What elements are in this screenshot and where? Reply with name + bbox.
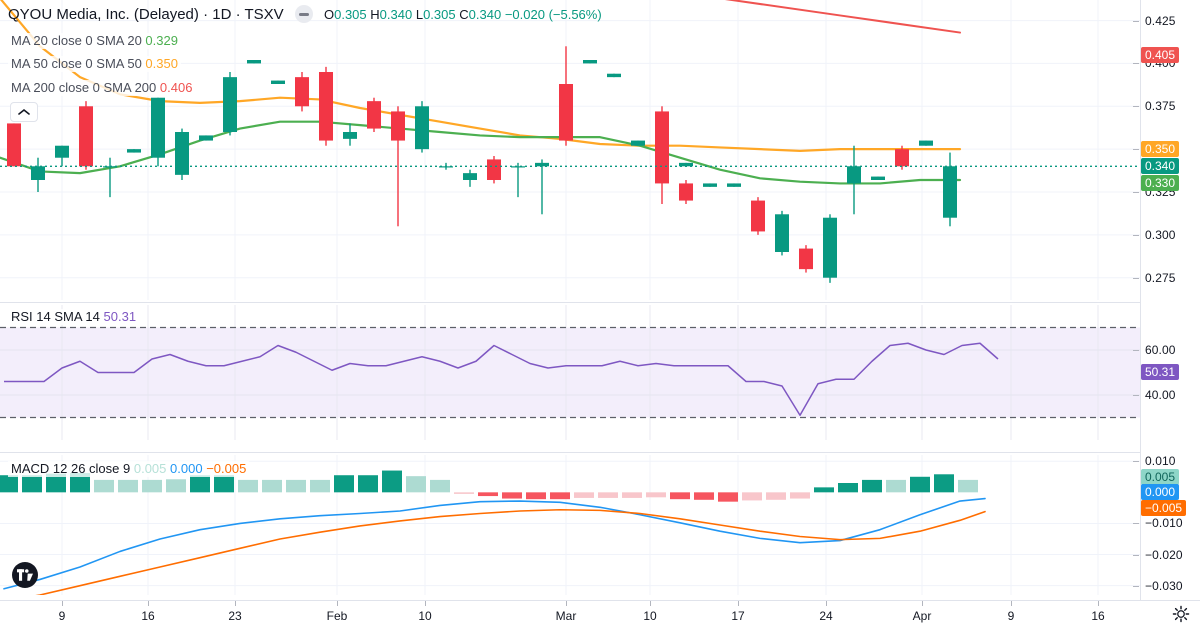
price-scale-label: 0.275 [1145,270,1176,285]
legend-ma200-title: MA 200 close 0 SMA 200 [11,80,157,95]
rsi-pane[interactable] [0,305,1140,440]
time-axis-label: 23 [228,609,242,623]
close-value: 0.340 [468,7,502,22]
scale-tick [1133,20,1139,22]
open-label: O [323,7,335,22]
time-axis-tick [922,601,923,606]
scale-tick [1133,192,1139,193]
time-axis-tick [235,601,236,606]
price-badge-last[interactable]: 0.340 [1141,158,1180,175]
time-axis-label: Mar [555,609,577,623]
low-label: L [415,7,424,22]
scale-tick [1133,106,1139,108]
scale-tick [1133,63,1139,65]
ohlc-values: O0.305 H0.340 L0.305 C0.340 −0.020 (−5.5… [324,7,602,22]
scale-tick [1133,554,1139,556]
close-label: C [459,7,469,22]
time-axis-tick [566,601,567,606]
time-axis-tick [1011,601,1012,606]
time-axis-tick [62,601,63,606]
chevron-up-icon [18,108,30,115]
time-axis-label: 16 [1091,609,1105,623]
legend-ma50[interactable]: MA 50 close 0 SMA 50 0.350 [8,56,181,72]
time-axis[interactable]: 9 16 23 Feb 10 Mar 10 17 24 Apr 9 16 [0,600,1200,630]
macd-scale-label: 0.010 [1145,454,1176,469]
legend-rsi-value: 50.31 [103,309,137,324]
scale-tick [1133,234,1139,236]
time-axis-label: Feb [326,609,348,623]
price-scale-label: 0.425 [1145,13,1176,28]
legend-macd-hist-value: 0.005 [133,461,167,476]
price-scale-label: 0.375 [1145,99,1176,114]
price-scale[interactable]: 0.4250.4000.3750.3500.3250.3000.2750.405… [1133,0,1200,600]
legend-macd-line-value: 0.000 [170,461,203,476]
time-axis-tick [826,601,827,606]
price-badge-ma200[interactable]: 0.405 [1141,46,1180,63]
legend-ma50-value: 0.350 [145,56,178,71]
legend-ma20-value: 0.329 [145,33,178,48]
price-pane[interactable] [0,0,1140,300]
open-value: 0.305 [334,7,367,22]
legend-ma50-title: MA 50 close 0 SMA 50 [11,56,142,71]
legend-macd-title: MACD 12 26 close 9 [11,461,131,476]
legend-macd[interactable]: MACD 12 26 close 9 0.005 0.000 −0.005 [8,461,250,477]
scale-tick [1133,395,1139,396]
change-percent: (−5.56%) [548,7,602,22]
delayed-dash-icon [294,5,313,23]
macd-badge-hist[interactable]: 0.005 [1141,468,1180,485]
scale-tick [1133,523,1139,525]
legend-macd-signal-value: −0.005 [206,461,247,476]
legend-ma200[interactable]: MA 200 close 0 SMA 200 0.406 [8,80,196,96]
pane-divider-1 [0,302,1140,303]
scale-tick [1133,461,1139,463]
low-value: 0.305 [423,7,456,22]
time-axis-tick [425,601,426,606]
time-axis-label: 16 [141,609,155,623]
rsi-badge-value[interactable]: 50.31 [1141,363,1180,380]
time-axis-label: Apr [912,609,932,623]
symbol-title[interactable]: QYOU Media, Inc. (Delayed) · 1D · TSXV [8,6,284,23]
tradingview-logo[interactable] [12,562,38,588]
legend-ma20-title: MA 20 close 0 SMA 20 [11,33,142,48]
high-label: H [370,7,380,22]
price-badge-ma50[interactable]: 0.350 [1141,141,1180,158]
time-axis-label: 10 [418,609,432,623]
time-axis-tick [1098,601,1099,606]
price-scale-label: 0.300 [1145,227,1176,242]
time-axis-tick [337,601,338,606]
scale-tick [1133,277,1139,279]
time-axis-tick [148,601,149,606]
price-badge-ma20[interactable]: 0.330 [1141,175,1180,192]
rsi-scale-label: 40.00 [1145,388,1176,402]
macd-scale-label: −0.010 [1145,516,1183,531]
macd-badge-signal[interactable]: −0.005 [1141,499,1187,516]
time-axis-label: 24 [819,609,833,623]
tradingview-monogram-icon [17,569,33,581]
macd-pane[interactable] [0,455,1140,595]
legend-rsi-title: RSI 14 SMA 14 [11,309,100,324]
scale-tick [1133,585,1139,587]
time-axis-tick [738,601,739,606]
time-axis-label: 9 [58,609,66,623]
legend-ma20[interactable]: MA 20 close 0 SMA 20 0.329 [8,33,181,49]
macd-badge-line[interactable]: 0.000 [1141,484,1180,501]
high-value: 0.340 [379,7,413,22]
gear-icon[interactable] [1172,605,1190,623]
macd-scale-label: −0.020 [1145,547,1183,562]
rsi-scale-label: 60.00 [1145,343,1176,357]
time-axis-label: 17 [731,609,745,623]
change-value: −0.020 [504,7,545,22]
legend-rsi[interactable]: RSI 14 SMA 14 50.31 [8,309,140,325]
pane-divider-2 [0,452,1140,453]
scale-tick [1133,149,1139,151]
symbol-header: QYOU Media, Inc. (Delayed) · 1D · TSXV O… [8,5,602,23]
macd-scale-label: −0.030 [1145,578,1183,593]
legend-ma200-value: 0.406 [159,80,193,95]
scale-tick [1133,350,1139,351]
time-axis-tick [650,601,651,606]
time-axis-label: 9 [1007,609,1015,623]
time-axis-label: 10 [643,609,657,623]
collapse-legend-button[interactable] [10,102,38,122]
